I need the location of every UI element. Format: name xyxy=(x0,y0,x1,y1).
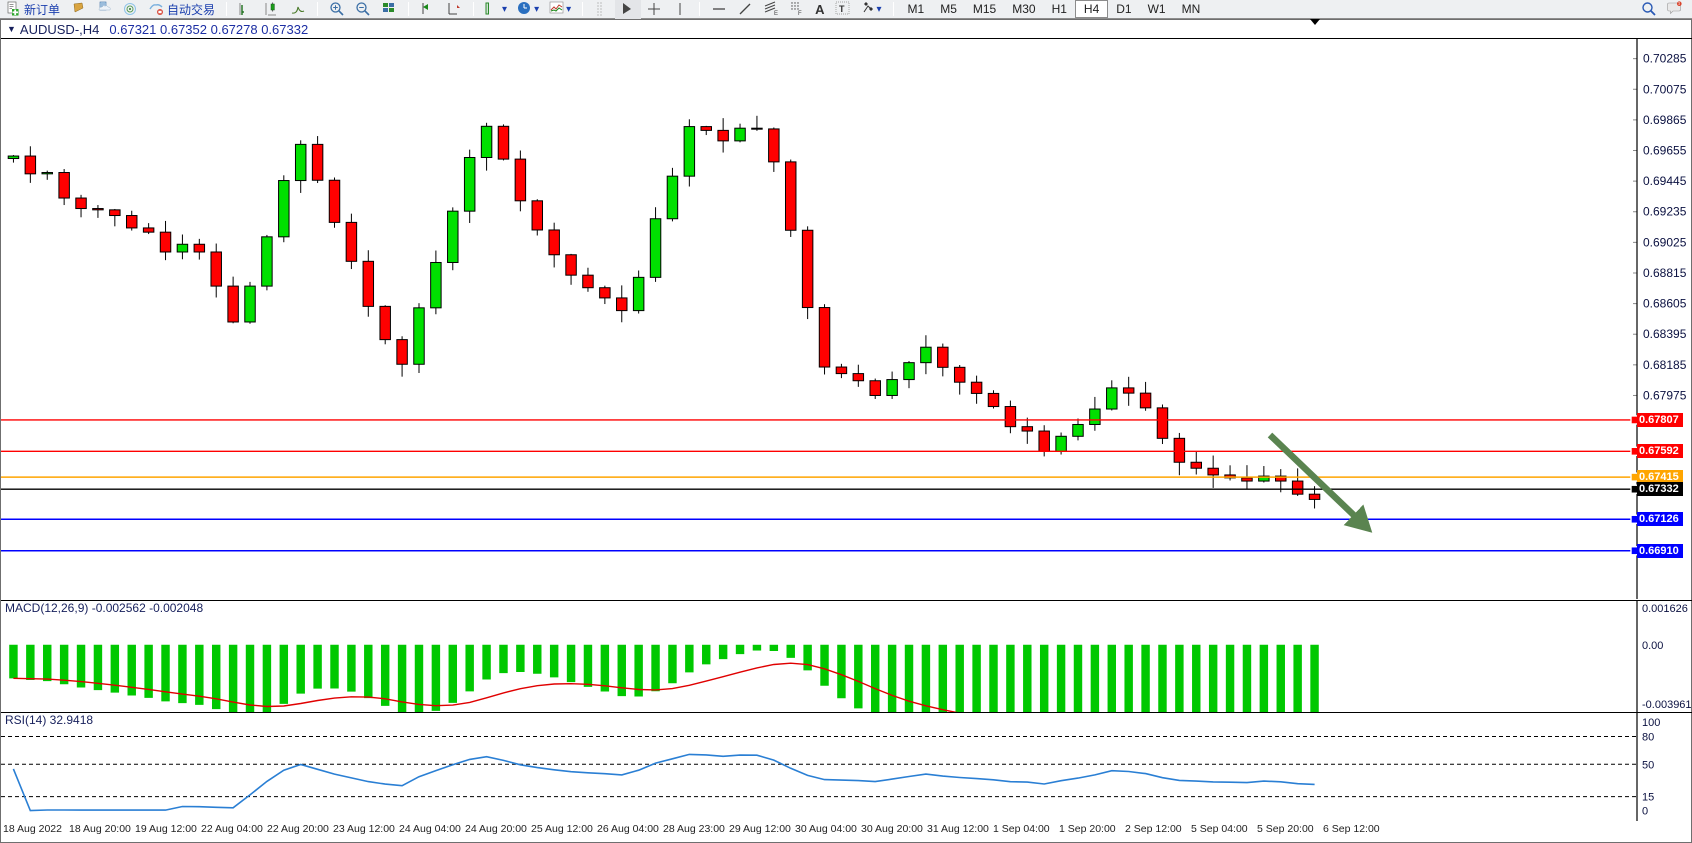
svg-text:0: 0 xyxy=(1642,806,1648,818)
svg-text:0.68605: 0.68605 xyxy=(1643,297,1687,311)
svg-text:1: 1 xyxy=(1678,2,1680,6)
svg-text:0.68815: 0.68815 xyxy=(1643,266,1687,280)
svg-text:0.67975: 0.67975 xyxy=(1643,388,1687,402)
svg-text:100: 100 xyxy=(1642,717,1660,729)
svg-text:0.69025: 0.69025 xyxy=(1643,235,1687,249)
svg-text:0.69865: 0.69865 xyxy=(1643,113,1687,127)
svg-text:MACD(12,26,9) -0.002562 -0.002: MACD(12,26,9) -0.002562 -0.002048 xyxy=(5,601,203,615)
svg-text:0.00: 0.00 xyxy=(1642,640,1663,652)
svg-text:0.69445: 0.69445 xyxy=(1643,174,1687,188)
svg-text:0.69655: 0.69655 xyxy=(1643,144,1687,158)
svg-text:E: E xyxy=(774,11,778,17)
svg-text:15: 15 xyxy=(1642,792,1654,804)
svg-text:0.68185: 0.68185 xyxy=(1643,358,1687,372)
svg-text:RSI(14) 32.9418: RSI(14) 32.9418 xyxy=(5,713,93,727)
svg-text:0.001626: 0.001626 xyxy=(1642,603,1688,615)
svg-text:0.70075: 0.70075 xyxy=(1643,82,1687,96)
svg-text:0.68395: 0.68395 xyxy=(1643,327,1687,341)
svg-text:T: T xyxy=(839,4,845,14)
svg-text:F: F xyxy=(798,11,802,17)
svg-text:80: 80 xyxy=(1642,732,1654,744)
svg-text:50: 50 xyxy=(1642,759,1654,771)
svg-text:0.70285: 0.70285 xyxy=(1643,52,1687,66)
svg-text:-0.003961: -0.003961 xyxy=(1642,699,1692,711)
svg-text:0.69235: 0.69235 xyxy=(1643,205,1687,219)
